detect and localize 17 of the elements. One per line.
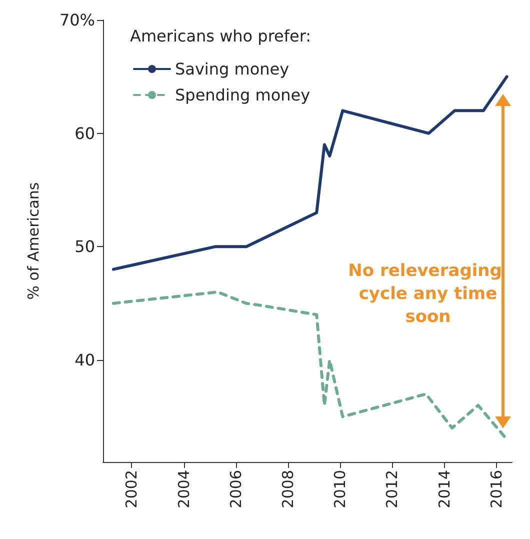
legend-title: Americans who prefer: xyxy=(130,26,312,46)
annotation: No releveraging cycle any time soon xyxy=(348,261,508,327)
x-tick-label: 2010 xyxy=(331,470,350,508)
legend-label: Saving money xyxy=(175,60,290,78)
y-axis-title: % of Americans xyxy=(24,182,42,300)
x-tick-label: 2014 xyxy=(435,470,454,508)
y-tick-label: 60 xyxy=(74,124,95,143)
x-tick-label: 2008 xyxy=(278,470,297,508)
x-tick-label: 2004 xyxy=(174,470,193,508)
y-tick-label: 40 xyxy=(74,350,95,370)
x-tick-label: 2002 xyxy=(122,470,141,508)
x-tick-label: 2016 xyxy=(487,470,506,508)
y-tick-label: 50 xyxy=(74,237,95,256)
x-tick-label: 2012 xyxy=(383,470,402,508)
y-tick-label: 70% xyxy=(59,10,95,30)
x-tick-label: 2006 xyxy=(226,470,245,508)
legend-label: Spending money xyxy=(175,86,310,104)
